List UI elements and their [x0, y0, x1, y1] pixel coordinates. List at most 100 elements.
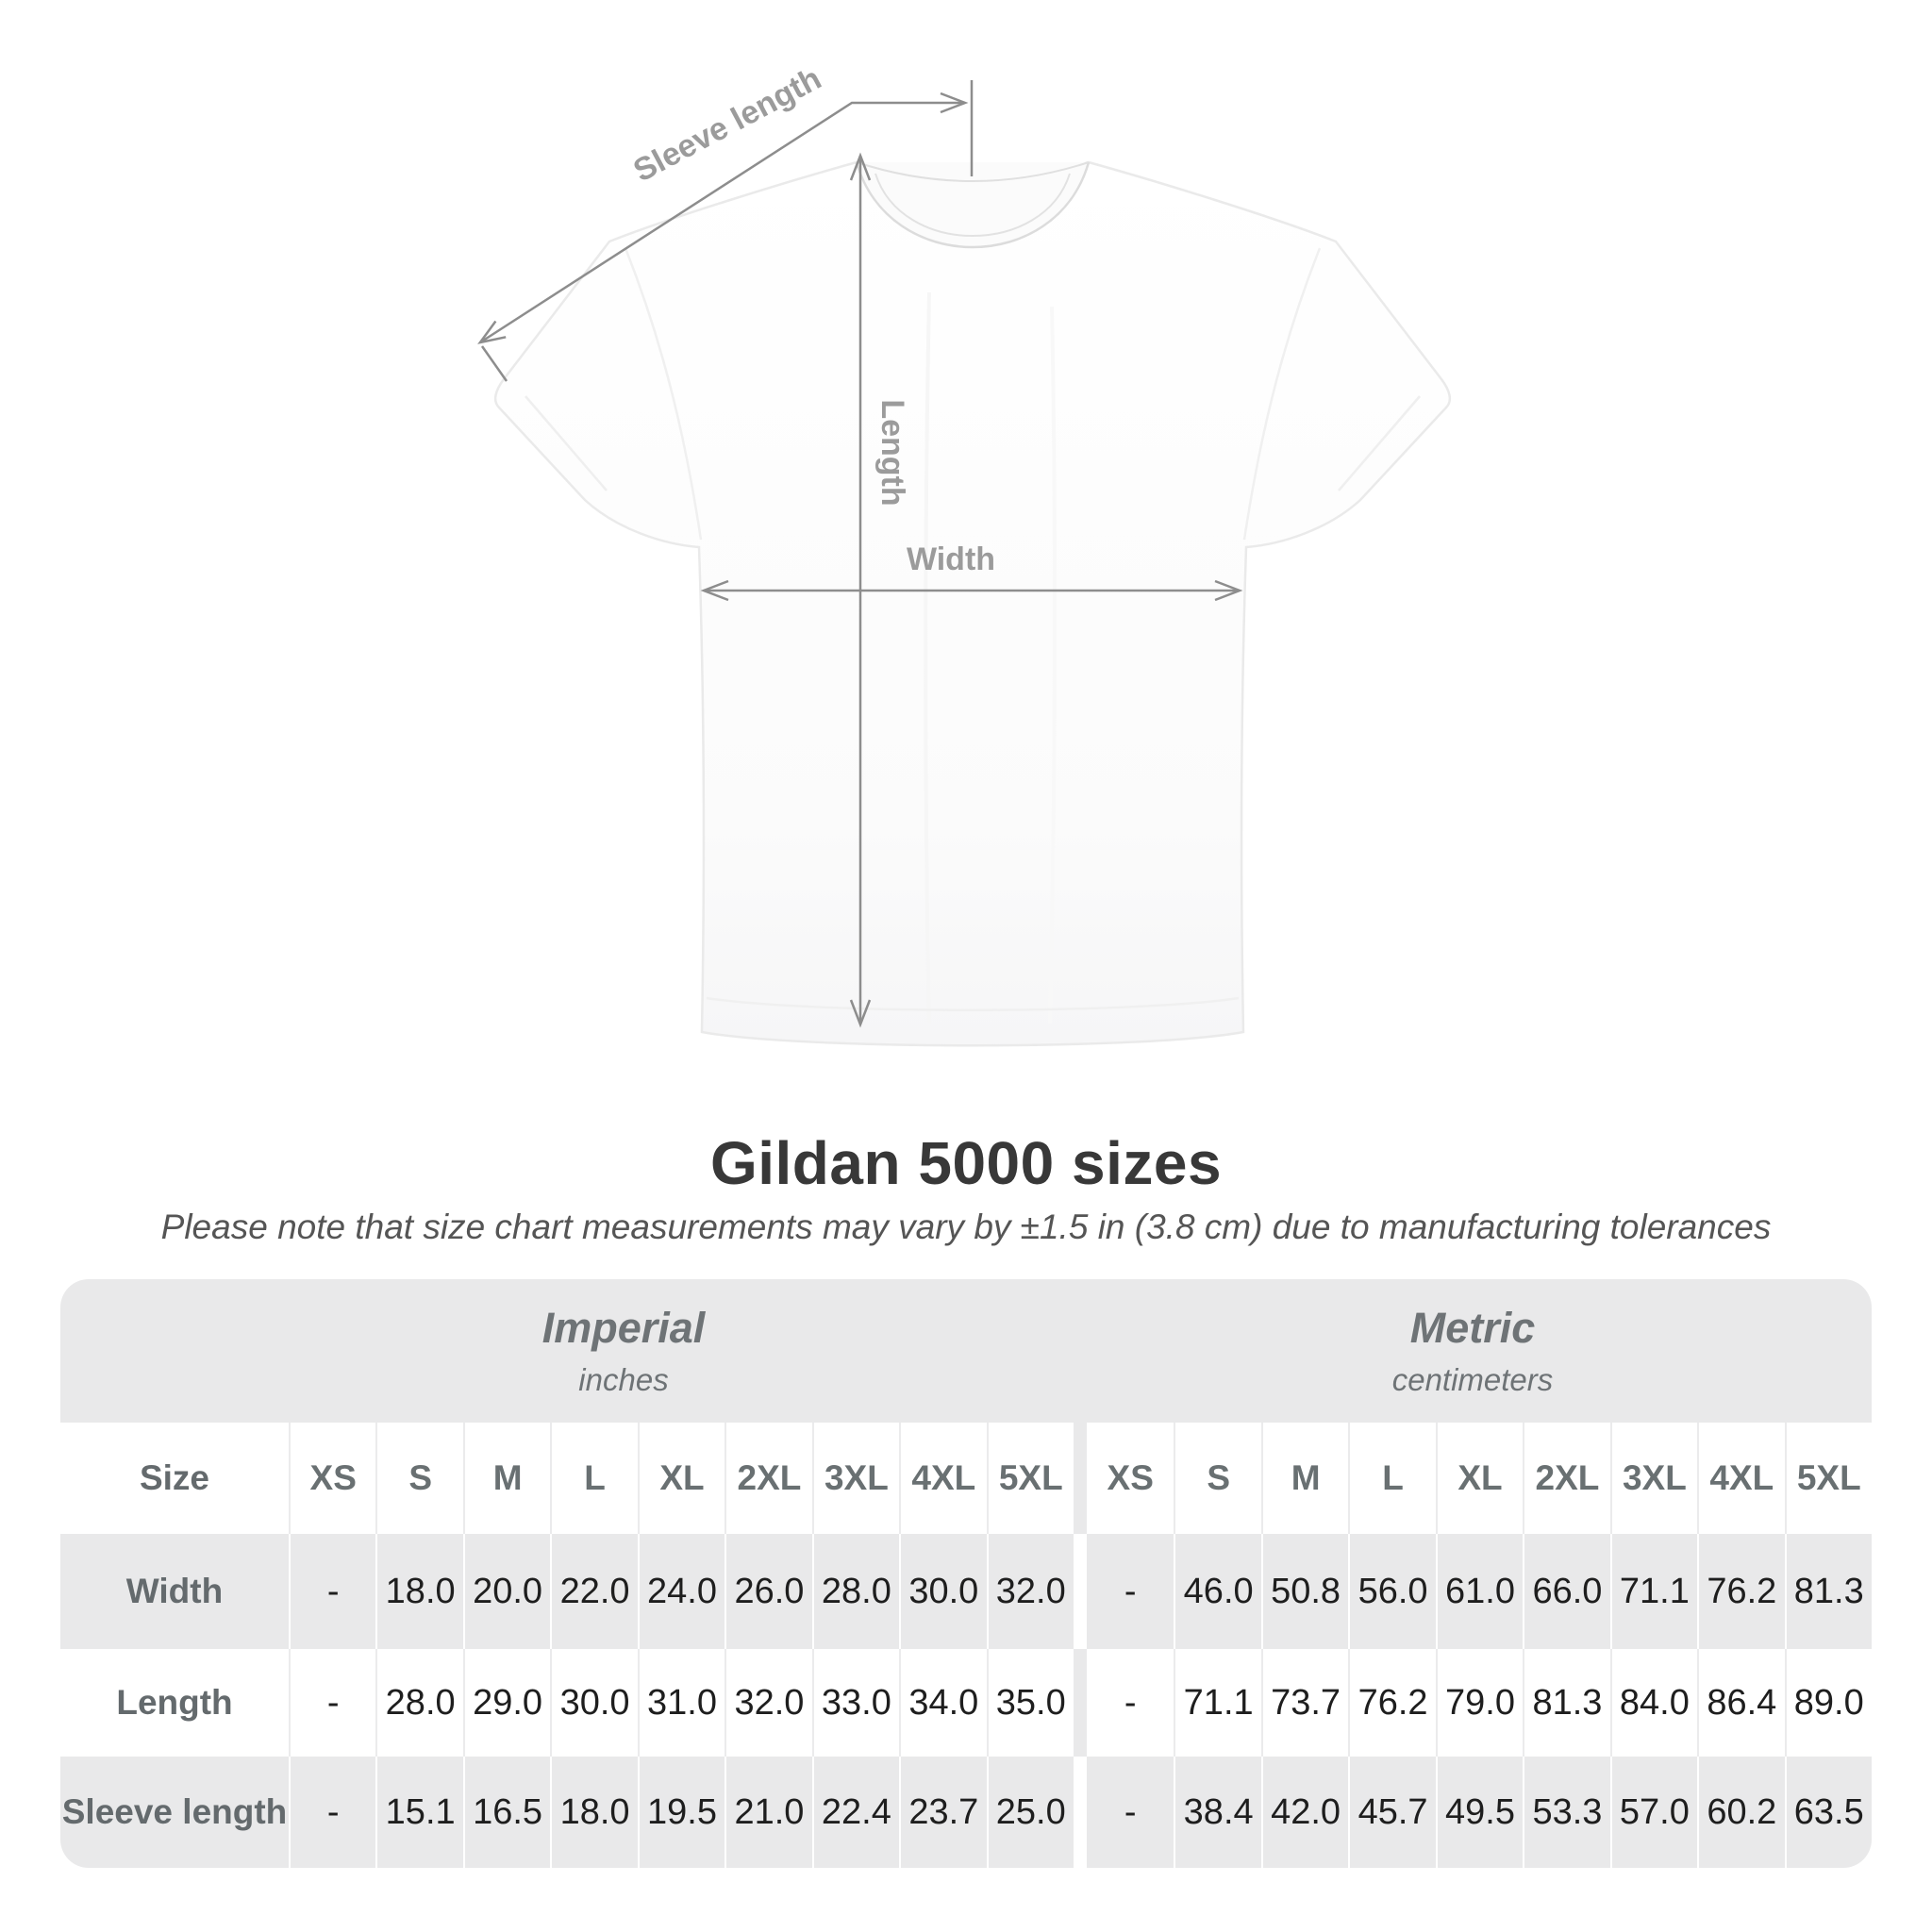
table-cell: 79.0 [1435, 1649, 1524, 1757]
table-cell: 2XL [1523, 1423, 1610, 1534]
table-cell: 28.0 [375, 1649, 463, 1757]
table-cell: 76.2 [1697, 1534, 1785, 1649]
table-cell: 21.0 [724, 1757, 812, 1868]
metric-unit: centimeters [1391, 1362, 1554, 1397]
unit-group-divider [1073, 1649, 1087, 1757]
sleeve-length-row: Sleeve length -15.1 16.5 18.0 19.5 21.0 22.4 2… [60, 1757, 1872, 1868]
table-cell: M [1260, 1423, 1349, 1534]
table-cell: 56.0 [1348, 1534, 1436, 1649]
unit-group-divider [1073, 1534, 1087, 1649]
sleeve-length-label: Sleeve length [627, 60, 826, 189]
table-cell: 22.0 [550, 1534, 638, 1649]
tshirt-illustration [493, 160, 1452, 1047]
table-cell: 31.0 [637, 1649, 725, 1757]
table-cell: 46.0 [1174, 1534, 1261, 1649]
row-label: Width [60, 1534, 289, 1649]
table-cell: 76.2 [1348, 1649, 1436, 1757]
table-cell: 32.0 [986, 1534, 1074, 1649]
table-cell: - [289, 1649, 376, 1757]
metric-label: Metric [1409, 1304, 1536, 1352]
table-cell: 33.0 [811, 1649, 900, 1757]
table-cell: S [375, 1423, 463, 1534]
table-cell: 57.0 [1609, 1757, 1698, 1868]
table-cell: 26.0 [724, 1534, 812, 1649]
table-cell: 28.0 [811, 1534, 900, 1649]
table-cell: 22.4 [811, 1757, 900, 1868]
table-cell: 2XL [724, 1423, 812, 1534]
width-label: Width [907, 541, 995, 577]
table-cell: 16.5 [462, 1757, 551, 1868]
table-cell: 61.0 [1435, 1534, 1524, 1649]
tshirt-diagram-svg: Sleeve length Length Width [477, 60, 1452, 1047]
table-cell: 35.0 [986, 1649, 1074, 1757]
table-cell: XL [1435, 1423, 1524, 1534]
row-label: Sleeve length [60, 1757, 289, 1868]
table-cell: 81.3 [1784, 1534, 1872, 1649]
table-cell: 18.0 [375, 1534, 463, 1649]
unit-group-divider [1073, 1757, 1087, 1868]
table-cell: 25.0 [986, 1757, 1074, 1868]
table-cell: - [289, 1534, 376, 1649]
unit-group-header: Imperial inches Metric centimeters [60, 1279, 1872, 1423]
dimension-lines [477, 80, 1243, 1028]
tshirt-measurement-diagram: Sleeve length Length Width [477, 60, 1452, 1047]
length-arrowhead-top [849, 152, 872, 181]
page-title: Gildan 5000 sizes [709, 1129, 1223, 1197]
width-row: Width -18.0 20.0 22.0 24.0 26.0 28.0 30.0 32.0-… [60, 1534, 1872, 1649]
row-label: Length [60, 1649, 289, 1757]
table-cell: 4XL [899, 1423, 987, 1534]
table-cell: 3XL [1609, 1423, 1698, 1534]
table-cell: 15.1 [375, 1757, 463, 1868]
table-cell: XS [1086, 1423, 1174, 1534]
table-cell: 29.0 [462, 1649, 551, 1757]
sleeve-extension-tick [480, 345, 508, 382]
imperial-label: Imperial [541, 1304, 706, 1352]
table-cell: 23.7 [899, 1757, 987, 1868]
table-cell: - [1086, 1757, 1174, 1868]
table-cell: 38.4 [1174, 1757, 1261, 1868]
table-cell: 30.0 [899, 1534, 987, 1649]
table-cell: 84.0 [1609, 1649, 1698, 1757]
table-cell: 49.5 [1435, 1757, 1524, 1868]
table-cell: 86.4 [1697, 1649, 1785, 1757]
table-cell: 3XL [811, 1423, 900, 1534]
table-cell: XL [637, 1423, 725, 1534]
sleeve-length-arrowhead [477, 320, 507, 344]
table-cell: 4XL [1697, 1423, 1785, 1534]
tolerance-note: Please note that size chart measurements… [160, 1208, 1772, 1246]
sleeve-length-arrowhead [940, 92, 969, 114]
width-arrowhead-right [1214, 579, 1243, 602]
table-cell: 5XL [986, 1423, 1074, 1534]
table-cell: 5XL [1784, 1423, 1872, 1534]
table-cell: 45.7 [1348, 1757, 1436, 1868]
table-cell: - [289, 1757, 376, 1868]
size-chart-table: Imperial inches Metric centimeters Size … [60, 1279, 1872, 1868]
collar-outline [855, 161, 1091, 249]
table-cell: 71.1 [1174, 1649, 1261, 1757]
table-cell: 53.3 [1523, 1757, 1610, 1868]
sleeve-length-line [479, 101, 965, 344]
table-cell: - [1086, 1649, 1174, 1757]
length-row: Length -28.0 29.0 30.0 31.0 32.0 33.0 34.0 35.0… [60, 1649, 1872, 1757]
size-header-row: Size XS S M L XL 2XL 3XL 4XL 5XL XS S M L XL 2XL 3XL 4XL… [60, 1423, 1872, 1534]
table-cell: 60.2 [1697, 1757, 1785, 1868]
table-cell: 73.7 [1260, 1649, 1349, 1757]
width-arrowhead-left [700, 579, 729, 602]
size-header-cell: Size [60, 1423, 289, 1534]
unit-group-divider [1073, 1423, 1087, 1534]
table-cell: L [550, 1423, 638, 1534]
table-cell: 32.0 [724, 1649, 812, 1757]
table-cell: 63.5 [1784, 1757, 1872, 1868]
table-cell: 24.0 [637, 1534, 725, 1649]
table-cell: XS [289, 1423, 376, 1534]
table-cell: 18.0 [550, 1757, 638, 1868]
table-cell: L [1348, 1423, 1436, 1534]
imperial-unit: inches [578, 1362, 669, 1397]
table-cell: 81.3 [1523, 1649, 1610, 1757]
length-arrowhead-bottom [849, 999, 872, 1028]
table-cell: 20.0 [462, 1534, 551, 1649]
table-cell: S [1174, 1423, 1261, 1534]
imperial-header: Imperial inches [60, 1279, 1074, 1423]
table-cell: 42.0 [1260, 1757, 1349, 1868]
